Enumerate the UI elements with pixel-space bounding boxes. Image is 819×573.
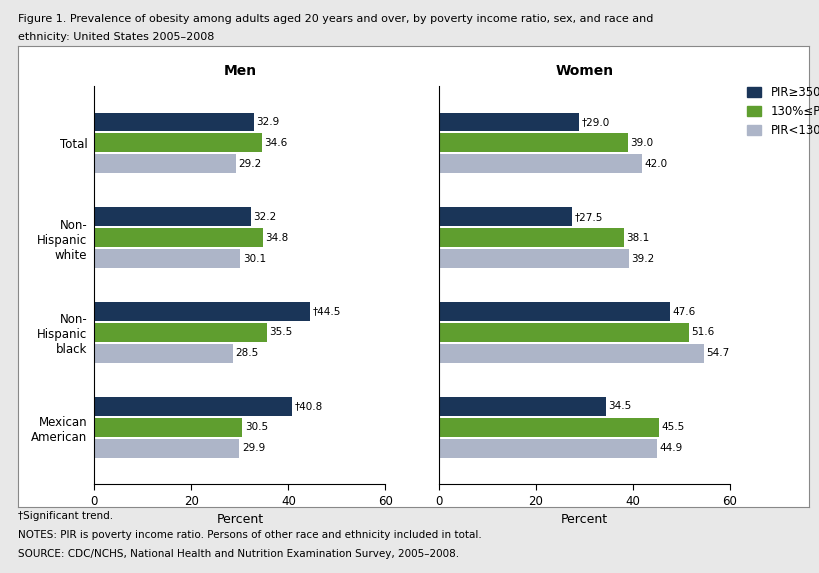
Text: 34.8: 34.8 xyxy=(265,233,288,242)
Bar xyxy=(438,418,658,437)
Text: 32.9: 32.9 xyxy=(256,117,279,127)
Text: †27.5: †27.5 xyxy=(574,212,602,222)
Bar xyxy=(438,154,642,173)
Bar xyxy=(94,249,240,268)
X-axis label: Percent: Percent xyxy=(560,513,607,526)
Bar xyxy=(438,302,669,321)
Text: 30.1: 30.1 xyxy=(242,253,265,264)
Bar xyxy=(438,228,622,247)
Text: 39.0: 39.0 xyxy=(630,138,653,148)
Text: 54.7: 54.7 xyxy=(706,348,729,358)
Text: †29.0: †29.0 xyxy=(581,117,609,127)
Text: 32.2: 32.2 xyxy=(252,212,276,222)
Bar xyxy=(438,112,579,131)
Text: 30.5: 30.5 xyxy=(244,422,268,432)
Text: †Significant trend.: †Significant trend. xyxy=(18,511,113,521)
Bar xyxy=(438,249,628,268)
Bar xyxy=(438,439,656,458)
Bar xyxy=(438,323,688,342)
Text: 45.5: 45.5 xyxy=(661,422,685,432)
Text: 29.9: 29.9 xyxy=(242,443,265,453)
Legend: PIR≥350%, 130%≤PIR<350%, PIR<130%: PIR≥350%, 130%≤PIR<350%, PIR<130% xyxy=(744,84,819,139)
Text: ethnicity: United States 2005–2008: ethnicity: United States 2005–2008 xyxy=(18,32,214,41)
Bar xyxy=(94,302,310,321)
Text: 39.2: 39.2 xyxy=(631,253,654,264)
Text: 35.5: 35.5 xyxy=(269,328,292,337)
Bar xyxy=(94,134,262,152)
Bar xyxy=(94,112,254,131)
Text: 29.2: 29.2 xyxy=(238,159,261,168)
Text: 34.5: 34.5 xyxy=(608,402,631,411)
Bar xyxy=(94,323,266,342)
Bar xyxy=(438,207,572,226)
Text: 47.6: 47.6 xyxy=(672,307,695,317)
Bar xyxy=(94,207,251,226)
Bar xyxy=(94,397,292,416)
Text: 51.6: 51.6 xyxy=(690,328,714,337)
Bar xyxy=(438,344,704,363)
Bar xyxy=(94,418,242,437)
Bar xyxy=(94,344,233,363)
Bar xyxy=(94,228,263,247)
Text: 34.6: 34.6 xyxy=(265,138,287,148)
Title: Men: Men xyxy=(223,64,256,78)
Text: 42.0: 42.0 xyxy=(644,159,667,168)
Text: Figure 1. Prevalence of obesity among adults aged 20 years and over, by poverty : Figure 1. Prevalence of obesity among ad… xyxy=(18,14,653,24)
Text: 28.5: 28.5 xyxy=(235,348,258,358)
Text: 38.1: 38.1 xyxy=(625,233,649,242)
Bar xyxy=(94,439,239,458)
Title: Women: Women xyxy=(554,64,613,78)
Bar xyxy=(438,397,605,416)
Text: †44.5: †44.5 xyxy=(312,307,341,317)
Text: SOURCE: CDC/NCHS, National Health and Nutrition Examination Survey, 2005–2008.: SOURCE: CDC/NCHS, National Health and Nu… xyxy=(18,549,459,559)
Bar xyxy=(94,154,236,173)
Text: 44.9: 44.9 xyxy=(658,443,681,453)
X-axis label: Percent: Percent xyxy=(216,513,263,526)
Bar xyxy=(438,134,627,152)
Text: †40.8: †40.8 xyxy=(294,402,323,411)
Text: NOTES: PIR is poverty income ratio. Persons of other race and ethnicity included: NOTES: PIR is poverty income ratio. Pers… xyxy=(18,530,482,540)
